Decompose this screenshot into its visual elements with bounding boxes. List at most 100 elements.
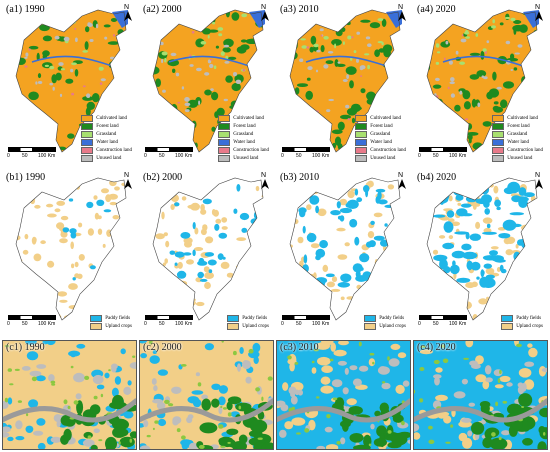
legend-swatch xyxy=(218,154,231,162)
legend-label: Grassland xyxy=(370,131,391,137)
legend-item: Grassland xyxy=(218,130,269,138)
legend-item: Construction land xyxy=(492,146,543,154)
legend-swatch xyxy=(81,154,94,162)
north-arrow-icon: N xyxy=(123,172,133,189)
legend-item: Paddy fields xyxy=(90,314,132,322)
legend-item: Forest land xyxy=(218,122,269,130)
panel-b1: (b1) 1990 N 0 50 100 Km Paddy fields Upland… xyxy=(2,170,137,335)
panel-label: (a3) 2010 xyxy=(280,4,319,15)
legend-label: Water land xyxy=(233,139,255,145)
legend-label: Paddy fields xyxy=(105,315,131,321)
legend-label: Cultivated land xyxy=(233,115,264,121)
panel-a2: (a2) 2000 N 0 50 100 Km Cultivated land For… xyxy=(139,2,274,167)
legend-label: Water land xyxy=(370,139,392,145)
legend-label: Upland crops xyxy=(105,323,132,329)
legend-swatch xyxy=(492,138,505,146)
legend-item: Unused land xyxy=(218,154,269,162)
legend-item: Upland crops xyxy=(90,322,132,330)
legend-item: Grassland xyxy=(355,130,406,138)
legend-item: Water land xyxy=(81,138,132,146)
legend-swatch xyxy=(81,122,94,130)
legend-swatch xyxy=(364,314,377,322)
panel-label: (a4) 2020 xyxy=(417,4,456,15)
legend: Paddy fields Upland crops xyxy=(90,314,132,330)
north-arrow-icon: N xyxy=(397,172,407,189)
legend-label: Cultivated land xyxy=(96,115,127,121)
legend-item: Construction land xyxy=(218,146,269,154)
scale-bar: 0 50 100 Km xyxy=(144,315,195,329)
north-arrow-icon: N xyxy=(260,172,270,189)
legend-item: Forest land xyxy=(492,122,543,130)
scale-bar: 0 50 100 Km xyxy=(418,315,469,329)
legend-swatch xyxy=(218,138,231,146)
legend: Cultivated land Forest land Grassland Water… xyxy=(492,114,543,162)
legend-swatch xyxy=(355,146,368,154)
panel-b4: (b4) 2020 N 0 50 100 Km Paddy fields Upland… xyxy=(413,170,548,335)
north-arrow-icon: N xyxy=(534,4,544,21)
legend-swatch xyxy=(355,154,368,162)
detail-map xyxy=(139,340,274,450)
legend-swatch xyxy=(218,146,231,154)
panel-label: (b4) 2020 xyxy=(417,172,457,183)
scale-bar: 0 50 100 Km xyxy=(418,147,469,161)
legend-swatch xyxy=(81,130,94,138)
legend-swatch xyxy=(81,146,94,154)
legend-swatch xyxy=(492,114,505,122)
scale-bar: 0 50 100 Km xyxy=(144,147,195,161)
legend-label: Cultivated land xyxy=(507,115,538,121)
panel-b3: (b3) 2010 N 0 50 100 Km Paddy fields Upland… xyxy=(276,170,411,335)
cropland-map xyxy=(15,177,127,321)
legend-item: Grassland xyxy=(492,130,543,138)
legend-swatch xyxy=(355,122,368,130)
legend-label: Grassland xyxy=(96,131,117,137)
legend-swatch xyxy=(81,138,94,146)
legend: Cultivated land Forest land Grassland Water… xyxy=(81,114,132,162)
legend-label: Cultivated land xyxy=(370,115,401,121)
north-arrow-icon: N xyxy=(397,4,407,21)
legend-item: Forest land xyxy=(355,122,406,130)
legend-item: Water land xyxy=(355,138,406,146)
detail-map xyxy=(276,340,411,450)
legend-swatch xyxy=(355,138,368,146)
legend-swatch xyxy=(355,114,368,122)
legend-swatch xyxy=(355,130,368,138)
legend-swatch xyxy=(218,114,231,122)
legend: Cultivated land Forest land Grassland Water… xyxy=(355,114,406,162)
legend-swatch xyxy=(501,314,514,322)
legend-item: Paddy fields xyxy=(501,314,543,322)
legend-item: Paddy fields xyxy=(227,314,269,322)
legend-label: Paddy fields xyxy=(242,315,268,321)
legend-item: Grassland xyxy=(81,130,132,138)
legend-item: Forest land xyxy=(81,122,132,130)
legend-swatch xyxy=(90,322,103,330)
panel-c2: (c2) 2000 xyxy=(139,340,274,450)
legend-label: Grassland xyxy=(507,131,528,137)
legend-label: Forest land xyxy=(507,123,530,129)
legend-label: Paddy fields xyxy=(379,315,405,321)
legend-swatch xyxy=(227,314,240,322)
north-arrow-icon: N xyxy=(123,4,133,21)
legend-item: Water land xyxy=(218,138,269,146)
legend-item: Paddy fields xyxy=(364,314,406,322)
legend-swatch xyxy=(218,122,231,130)
legend-label: Water land xyxy=(507,139,529,145)
legend: Paddy fields Upland crops xyxy=(501,314,543,330)
cropland-map xyxy=(289,177,401,321)
legend-label: Upland crops xyxy=(242,323,269,329)
legend-label: Upland crops xyxy=(516,323,543,329)
legend-item: Cultivated land xyxy=(355,114,406,122)
legend-label: Construction land xyxy=(233,147,269,153)
legend-item: Unused land xyxy=(492,154,543,162)
legend-item: Construction land xyxy=(81,146,132,154)
legend-swatch xyxy=(81,114,94,122)
cropland-map xyxy=(152,177,264,321)
panel-a3: (a3) 2010 N 0 50 100 Km Cultivated land For… xyxy=(276,2,411,167)
panel-label: (b2) 2000 xyxy=(143,172,183,183)
legend-label: Construction land xyxy=(96,147,132,153)
legend-item: Cultivated land xyxy=(81,114,132,122)
legend-label: Construction land xyxy=(370,147,406,153)
legend-swatch xyxy=(492,154,505,162)
scale-bar: 0 50 100 Km xyxy=(7,315,58,329)
panel-label: (b1) 1990 xyxy=(6,172,46,183)
legend: Paddy fields Upland crops xyxy=(227,314,269,330)
